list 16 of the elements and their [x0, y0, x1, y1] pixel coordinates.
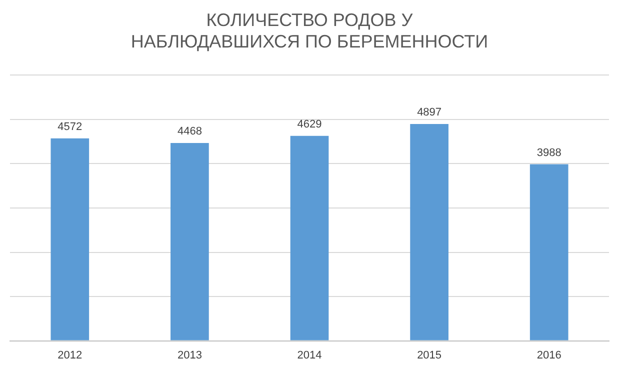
data-label: 4629: [297, 118, 322, 130]
x-tick-label: 2015: [417, 349, 442, 362]
bar: [530, 164, 568, 340]
chart-title: КОЛИЧЕСТВО РОДОВ У НАБЛЮДАВШИХСЯ ПО БЕРЕМЕННОСТИ: [130, 10, 488, 52]
data-label: 3988: [536, 146, 562, 159]
x-tick-label: 2014: [297, 349, 322, 362]
x-tick-label: 2016: [536, 349, 562, 362]
bar: [290, 136, 329, 340]
bar: [410, 124, 448, 340]
bar: [170, 143, 209, 340]
bar: [50, 138, 90, 340]
data-label: 4572: [58, 120, 82, 133]
data-label: 4897: [417, 106, 442, 119]
x-tick-label: 2013: [177, 349, 202, 362]
data-label: 4468: [177, 126, 202, 138]
x-tick-label: 2012: [58, 349, 82, 362]
